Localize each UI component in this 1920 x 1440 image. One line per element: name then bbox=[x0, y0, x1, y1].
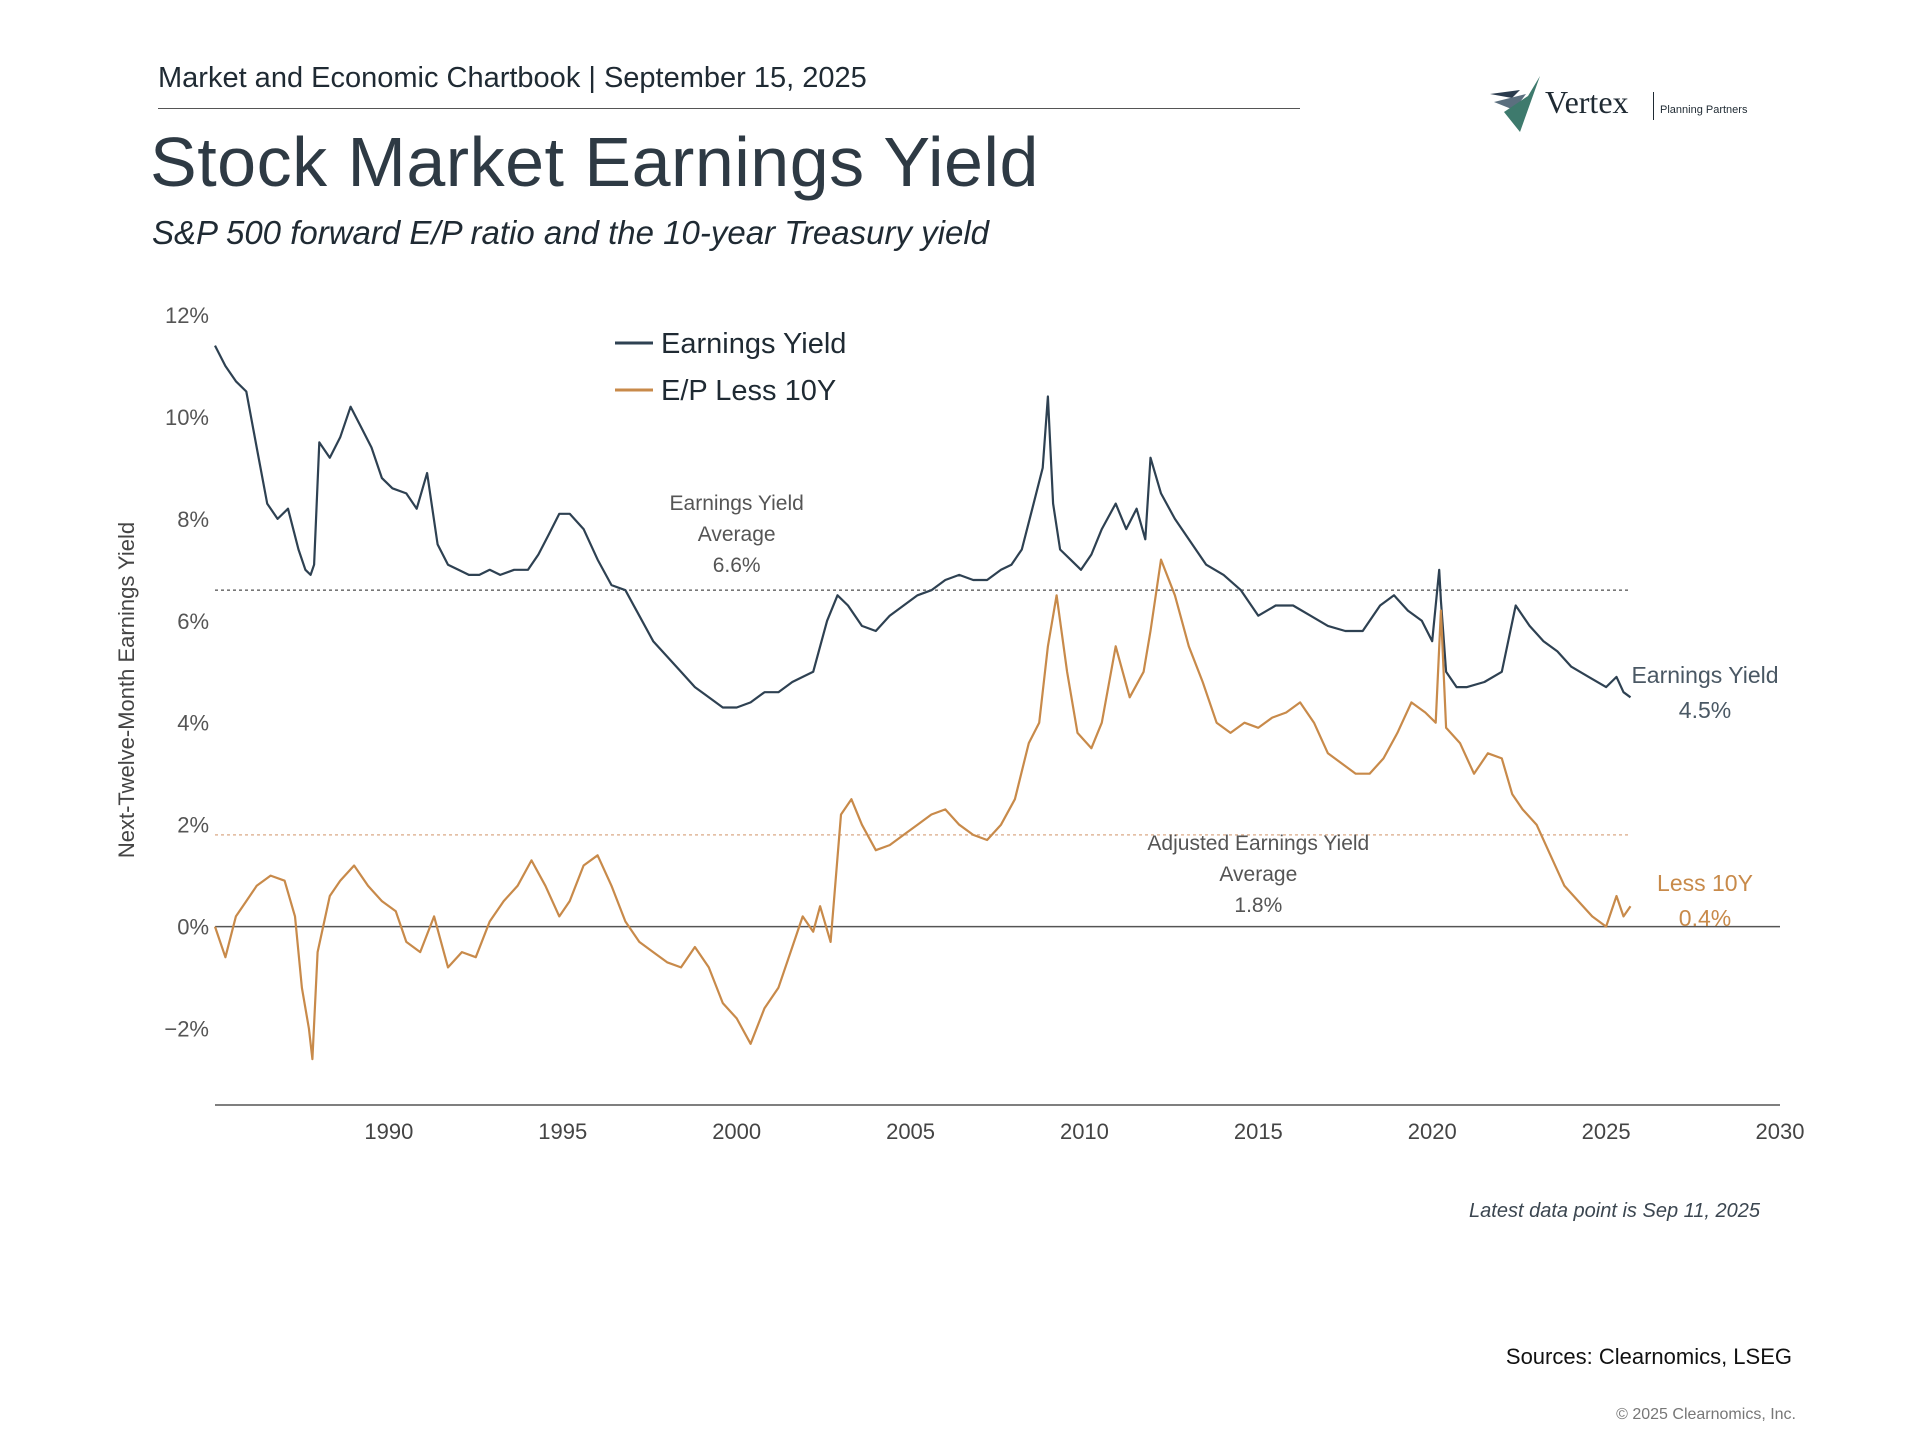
x-tick-label: 2010 bbox=[1060, 1119, 1109, 1144]
ep-less-10y-series-line bbox=[213, 558, 1632, 1061]
reference-label: Average bbox=[1219, 863, 1297, 886]
copyright-text: © 2025 Clearnomics, Inc. bbox=[1616, 1406, 1796, 1423]
page-subtitle: S&P 500 forward E/P ratio and the 10-yea… bbox=[152, 214, 990, 251]
series-end-label: Earnings Yield bbox=[1631, 662, 1778, 688]
sources-text: Sources: Clearnomics, LSEG bbox=[1505, 1344, 1792, 1369]
series-end-label: 4.5% bbox=[1679, 697, 1731, 723]
earnings-yield-series-line bbox=[214, 345, 1632, 709]
reference-label: 1.8% bbox=[1234, 894, 1282, 917]
y-axis-label: Next-Twelve-Month Earnings Yield bbox=[114, 522, 139, 858]
series-end-label: Less 10Y bbox=[1657, 870, 1753, 896]
x-tick-label: 2000 bbox=[712, 1119, 761, 1144]
logo-separator bbox=[1653, 92, 1654, 120]
y-tick-label: 8% bbox=[177, 507, 209, 532]
legend-label: E/P Less 10Y bbox=[661, 375, 836, 407]
x-tick-label: 2020 bbox=[1408, 1119, 1457, 1144]
y-tick-label: 4% bbox=[177, 711, 209, 736]
y-tick-label: 6% bbox=[177, 609, 209, 634]
chartbook-header: Market and Economic Chartbook | Septembe… bbox=[158, 62, 867, 94]
x-tick-label: 2015 bbox=[1234, 1119, 1283, 1144]
reference-label: Average bbox=[698, 523, 776, 546]
reference-label: 6.6% bbox=[713, 554, 761, 577]
vertex-checkmark-icon bbox=[1490, 76, 1540, 132]
y-tick-label: 10% bbox=[165, 405, 209, 430]
legend-label: Earnings Yield bbox=[661, 328, 846, 360]
y-tick-label: 2% bbox=[177, 813, 209, 838]
earnings-yield-chart: −2% 0% 2% 4% 6% 8% 10% 12% 1990 1995 2000 2005 2010 2… bbox=[114, 303, 1805, 1144]
x-tick-label: 2025 bbox=[1582, 1119, 1631, 1144]
series-end-label: 0.4% bbox=[1679, 905, 1731, 931]
x-tick-label: 1995 bbox=[538, 1119, 587, 1144]
y-tick-label: 12% bbox=[165, 303, 209, 328]
logo-wordmark: Vertex bbox=[1545, 84, 1629, 120]
x-tick-label: 2030 bbox=[1756, 1119, 1805, 1144]
logo-subtitle: Planning Partners bbox=[1660, 104, 1748, 116]
page-title: Stock Market Earnings Yield bbox=[150, 123, 1039, 201]
reference-label: Adjusted Earnings Yield bbox=[1147, 832, 1369, 855]
reference-label: Earnings Yield bbox=[670, 492, 804, 515]
header-divider bbox=[158, 108, 1300, 109]
x-tick-label: 1990 bbox=[364, 1119, 413, 1144]
x-tick-label: 2005 bbox=[886, 1119, 935, 1144]
y-tick-label: 0% bbox=[177, 915, 209, 940]
vertex-logo: Vertex Planning Partners bbox=[1490, 76, 1790, 136]
y-tick-label: −2% bbox=[164, 1017, 209, 1042]
latest-data-note: Latest data point is Sep 11, 2025 bbox=[1469, 1200, 1760, 1222]
